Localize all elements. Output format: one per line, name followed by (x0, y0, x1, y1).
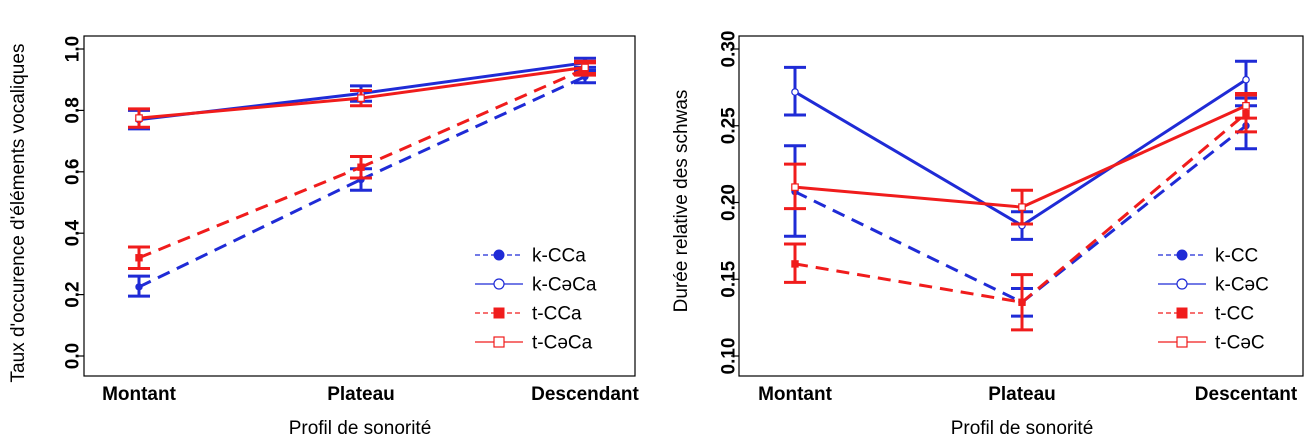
chart-right-y-axis-title: Durée relative des schwas (671, 90, 692, 313)
legend-label: t-CəC (1215, 333, 1265, 354)
y-tick-label: 0.8 (63, 97, 84, 123)
legend-label: k-CCa (532, 246, 586, 267)
series-line (360, 65, 586, 100)
legend-marker (1176, 336, 1188, 348)
series-line (794, 185, 1023, 209)
series-line (1021, 112, 1247, 304)
y-tick-label: 1.0 (63, 36, 84, 62)
y-tick-label: 0.6 (63, 159, 84, 185)
chart-left-y-axis-title: Taux d'occurence d'éléments vocaliques (8, 44, 29, 383)
legend-marker (1176, 307, 1188, 319)
series-line (138, 165, 362, 260)
data-point (135, 114, 143, 122)
series-line (138, 96, 362, 120)
y-tick-label: 0.20 (719, 184, 740, 221)
plot-frame (83, 35, 636, 377)
legend-label: t-CCa (532, 304, 582, 325)
data-point (1242, 75, 1250, 84)
series-line (794, 262, 1023, 304)
legend-marker (493, 307, 505, 319)
x-category-label: Descentant (1195, 384, 1298, 405)
x-category-label: Plateau (988, 384, 1056, 405)
plot-frame (738, 35, 1304, 377)
legend-marker (1176, 249, 1188, 261)
y-tick-label: 0.25 (719, 107, 740, 144)
legend-marker (493, 249, 505, 261)
legend-label: t-CəCa (532, 333, 593, 354)
legend-marker (1176, 278, 1188, 290)
y-tick-label: 0.10 (719, 338, 740, 375)
data-point (791, 260, 799, 268)
series-line (1021, 104, 1247, 209)
x-category-label: Montant (102, 384, 177, 405)
x-category-label: Plateau (327, 384, 395, 405)
chart-right-x-axis-title: Profil de sonorité (951, 418, 1094, 439)
series-line (360, 61, 586, 96)
legend-label: k-CC (1215, 246, 1258, 267)
data-point (791, 88, 799, 96)
data-point (1018, 203, 1026, 211)
y-tick-label: 0.0 (63, 343, 84, 369)
legend-label: t-CC (1215, 304, 1254, 325)
data-point (357, 94, 365, 102)
data-point (135, 254, 143, 262)
data-point (581, 63, 589, 72)
chart-right: Durée relative des schwas Profil de sono… (671, 31, 1304, 439)
legend-label: k-CəC (1215, 275, 1269, 296)
series-line (1021, 78, 1247, 227)
series-line (138, 178, 362, 289)
data-point (1242, 101, 1250, 110)
legend-label: k-CəCa (532, 275, 597, 296)
y-tick-label: 0.2 (63, 281, 84, 307)
y-tick-label: 0.4 (63, 220, 84, 247)
data-point (1018, 298, 1026, 306)
series-line (1021, 124, 1247, 304)
legend-marker (493, 278, 505, 290)
data-point (791, 183, 799, 191)
y-tick-label: 0.15 (719, 260, 740, 297)
legend-marker (493, 336, 505, 348)
x-category-label: Descendant (531, 384, 639, 405)
y-tick-label: 0.30 (719, 31, 740, 68)
series-line (794, 190, 1023, 304)
data-point (135, 283, 143, 291)
chart-left-x-axis-title: Profil de sonorité (289, 418, 432, 439)
x-category-label: Montant (758, 384, 833, 405)
chart-left: Taux d'occurence d'éléments vocaliques P… (8, 35, 640, 439)
data-point (357, 163, 365, 171)
